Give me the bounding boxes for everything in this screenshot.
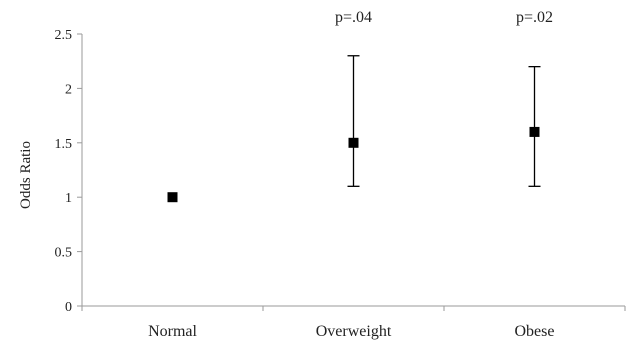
y-tick-label: 0.5: [55, 246, 73, 261]
data-point: [348, 137, 359, 148]
p-value-annotation: p=.04: [335, 9, 372, 26]
y-axis-ticks: 0 0.5 1 1.5 2 2.5: [55, 28, 82, 315]
data-point: [167, 192, 178, 203]
data-marks: p=.04 p=.02: [167, 9, 553, 203]
y-tick-label: 1.5: [55, 137, 73, 152]
x-axis-ticks: Normal Overweight Obese: [81, 306, 626, 340]
data-point: [529, 126, 540, 137]
y-tick-label: 0: [65, 300, 72, 315]
y-tick-label: 2.5: [55, 28, 73, 43]
x-tick-label: Obese: [515, 323, 555, 340]
y-tick-label: 2: [65, 82, 72, 97]
x-tick-label: Normal: [148, 323, 197, 340]
x-tick-label: Overweight: [316, 323, 392, 340]
p-value-annotation: p=.02: [516, 9, 553, 26]
y-axis-label: Odds Ratio: [18, 141, 34, 209]
y-tick-label: 1: [65, 191, 72, 206]
axes: [81, 34, 625, 307]
